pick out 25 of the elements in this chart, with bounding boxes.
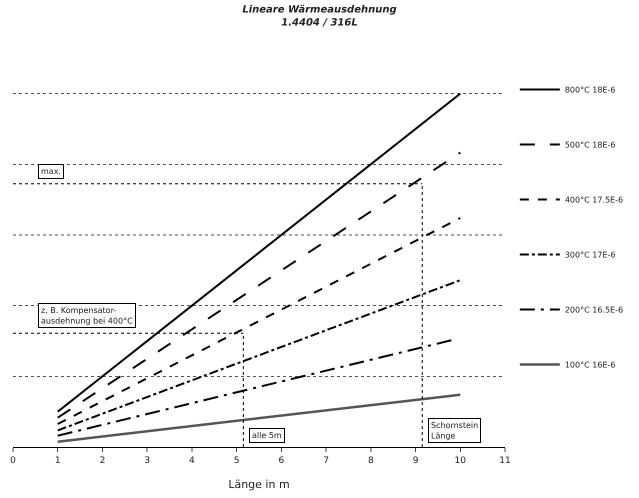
chart-title: Lineare Wärmeausdehnung [242, 4, 397, 16]
x-tick-label: 1 [54, 456, 61, 466]
legend-label: 400°C 17.5E-6 [564, 196, 624, 205]
ref-line-label: alle 5m [252, 431, 282, 440]
x-tick-label: 8 [368, 456, 374, 466]
x-tick-label: 3 [144, 456, 150, 466]
legend-label: 100°C 16E-6 [564, 360, 616, 370]
x-tick-label: 0 [10, 456, 16, 466]
x-tick-label: 6 [278, 456, 284, 466]
legend-label: 800°C 18E-6 [564, 86, 616, 95]
legend-label: 300°C 17E-6 [564, 250, 616, 260]
legend-label: 500°C 18E-6 [564, 140, 616, 150]
ref-line-label: max. [41, 167, 61, 176]
x-tick-label: 4 [189, 456, 196, 466]
x-tick-label: 11 [499, 456, 511, 466]
ref-line-label: z. B. Kompensator- ausdehnung bei 400°C [41, 306, 134, 326]
x-tick-label: 2 [100, 456, 106, 466]
x-tick-label: 10 [454, 456, 466, 466]
x-tick-label: 9 [412, 456, 419, 466]
legend-label: 200°C 16.5E-6 [564, 306, 624, 315]
x-tick-label: 7 [323, 456, 329, 466]
x-tick-label: 5 [234, 456, 240, 466]
chart-subtitle: 1.4404 / 316L [281, 17, 358, 28]
ref-line-label: Schornstein Länge [431, 421, 478, 440]
x-axis-title: Länge in m [228, 478, 290, 491]
